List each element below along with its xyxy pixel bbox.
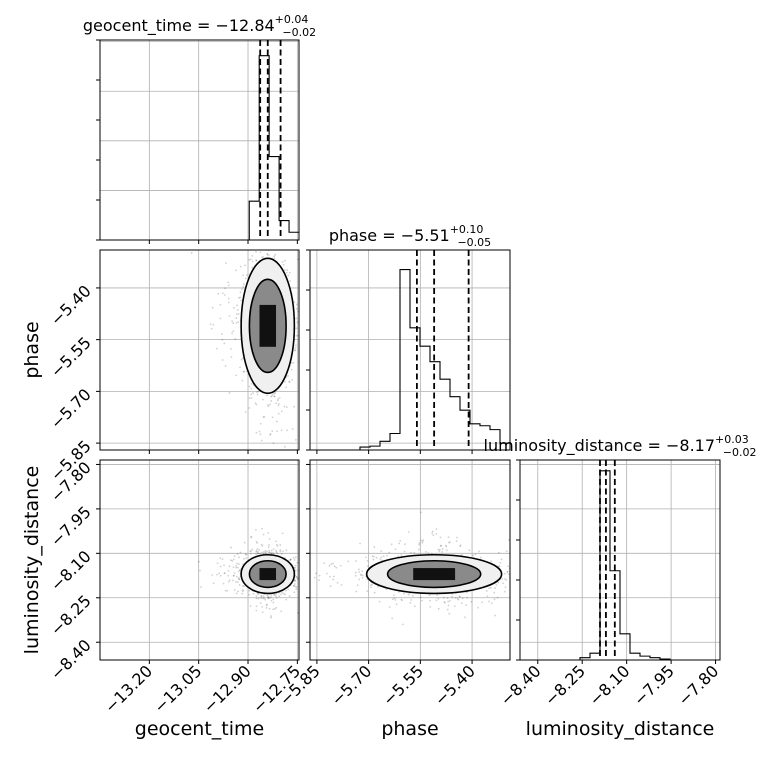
- panel-phase-vs-geocent_time: −5.85−5.70−5.55−5.40: [47, 249, 300, 485]
- x-tick-label-geocent_time-2: −12.90: [200, 661, 255, 716]
- x-axis-label-geocent_time: geocent_time: [135, 718, 264, 740]
- x-tick-label-phase-1: −5.70: [327, 661, 375, 709]
- histogram-phase: [310, 269, 510, 450]
- x-tick-label-luminosity_distance-4: −7.80: [674, 661, 722, 709]
- y-axis-label-phase: phase: [21, 321, 43, 378]
- y-tick-label-phase-1: −5.70: [47, 385, 95, 433]
- density-core-luminosity_distance-geocent_time: [259, 568, 277, 581]
- title-geocent_time: geocent_time = −12.84+0.04 −0.02: [83, 13, 316, 39]
- histogram-geocent_time: [100, 55, 299, 240]
- y-tick-label-luminosity_distance-2: −8.10: [47, 547, 95, 595]
- y-tick-label-phase-3: −5.40: [47, 281, 95, 329]
- panel-luminosity_distance-vs-luminosity_distance: −8.40−8.25−8.10−7.95−7.80: [497, 459, 722, 709]
- panel-geocent_time-vs-geocent_time: [96, 39, 300, 244]
- x-axis-label-phase: phase: [381, 718, 438, 740]
- x-tick-label-phase-2: −5.55: [379, 661, 427, 709]
- histogram-luminosity_distance: [520, 470, 720, 660]
- x-tick-label-geocent_time-0: −13.20: [101, 661, 156, 716]
- title-phase: phase = −5.51+0.10 −0.05: [329, 223, 491, 249]
- y-tick-label-luminosity_distance-3: −7.95: [47, 502, 95, 550]
- x-tick-label-luminosity_distance-2: −8.10: [585, 661, 633, 709]
- density-core-phase-geocent_time: [259, 304, 277, 347]
- y-tick-label-phase-2: −5.55: [47, 333, 95, 381]
- x-tick-label-luminosity_distance-3: −7.95: [630, 661, 678, 709]
- y-tick-label-luminosity_distance-0: −8.40: [47, 636, 95, 684]
- y-tick-label-luminosity_distance-1: −8.25: [47, 591, 95, 639]
- panel-phase-vs-phase: [306, 249, 511, 454]
- y-axis-label-luminosity_distance: luminosity_distance: [21, 466, 43, 655]
- x-tick-label-luminosity_distance-0: −8.40: [497, 661, 545, 709]
- density-core-luminosity_distance-phase: [413, 568, 456, 581]
- x-tick-label-luminosity_distance-1: −8.25: [541, 661, 589, 709]
- title-luminosity_distance: luminosity_distance = −8.17+0.03 −0.02: [484, 433, 757, 459]
- x-tick-label-phase-3: −5.40: [431, 661, 479, 709]
- x-axis-label-luminosity_distance: luminosity_distance: [526, 718, 715, 740]
- x-tick-label-geocent_time-1: −13.05: [150, 661, 205, 716]
